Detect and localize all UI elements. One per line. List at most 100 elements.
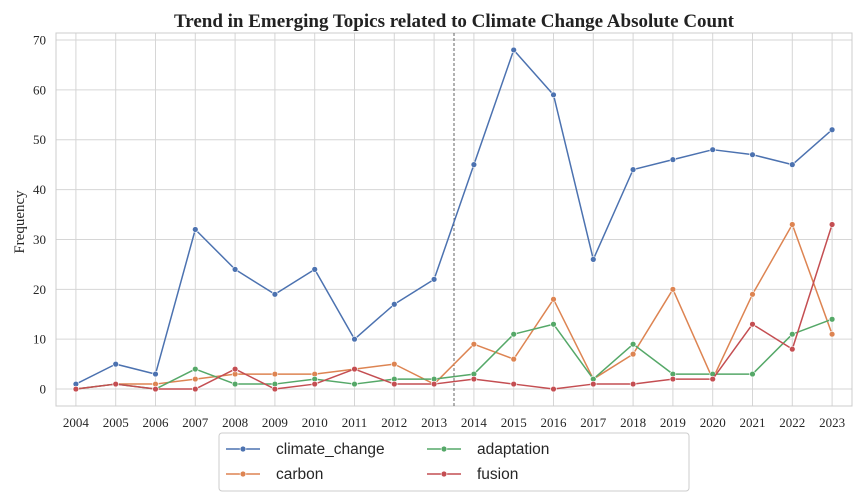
data-point-fusion: [271, 385, 279, 393]
data-point-fusion: [391, 380, 398, 388]
chart-title: Trend in Emerging Topics related to Clim…: [174, 11, 735, 32]
y-tick-label: 20: [33, 282, 46, 297]
data-point-climate_change: [629, 166, 637, 173]
series-fusion: [72, 221, 836, 393]
series-line-carbon: [75, 223, 833, 390]
x-tick-label: 2019: [660, 415, 686, 430]
data-point-carbon: [629, 350, 637, 358]
y-tick-label: 40: [33, 182, 46, 197]
series-adaptation: [72, 316, 836, 393]
x-tick-label: 2017: [580, 415, 607, 430]
y-tick-label: 0: [40, 382, 47, 397]
data-point-fusion: [669, 375, 677, 383]
legend-marker-swatch: [440, 445, 448, 453]
y-axis-label: Frequency: [12, 190, 28, 254]
x-tick-label: 2005: [103, 415, 129, 430]
x-tick-label: 2009: [262, 415, 288, 430]
data-point-fusion: [709, 375, 716, 383]
data-point-fusion: [510, 380, 517, 388]
data-point-climate_change: [351, 335, 358, 343]
data-point-carbon: [749, 291, 756, 298]
data-point-carbon: [470, 340, 478, 348]
data-point-carbon: [510, 355, 517, 363]
data-point-fusion: [590, 380, 597, 388]
data-point-adaptation: [510, 330, 517, 338]
data-point-adaptation: [749, 370, 756, 378]
data-point-adaptation: [192, 365, 199, 373]
data-point-carbon: [828, 330, 836, 338]
data-point-climate_change: [709, 146, 716, 153]
data-point-climate_change: [749, 151, 756, 158]
x-tick-label: 2006: [143, 415, 170, 430]
data-point-climate_change: [192, 226, 199, 233]
data-point-climate_change: [510, 46, 517, 54]
x-tick-label: 2014: [461, 415, 488, 430]
data-point-climate_change: [391, 301, 398, 308]
data-point-adaptation: [550, 321, 557, 328]
series-climate_change: [72, 46, 836, 388]
x-axis-ticks: 2004 2005 2006 2007 2008 2009 2010 2011 2012 2013…: [63, 415, 845, 430]
data-point-adaptation: [789, 330, 796, 338]
legend-box: [218, 432, 690, 492]
x-tick-label: 2021: [740, 415, 766, 430]
data-point-fusion: [749, 321, 756, 328]
data-point-climate_change: [271, 291, 279, 298]
data-point-fusion: [789, 345, 796, 353]
x-tick-label: 2020: [700, 415, 726, 430]
legend-label: fusion: [477, 466, 518, 483]
legend-item-climate_change: climate_change: [226, 441, 385, 458]
data-point-climate_change: [430, 276, 438, 283]
data-point-carbon: [669, 286, 677, 293]
data-point-fusion: [152, 385, 159, 393]
y-tick-label: 50: [33, 132, 46, 147]
x-tick-label: 2023: [819, 415, 845, 430]
data-point-climate_change: [470, 161, 478, 168]
data-point-climate_change: [669, 156, 677, 163]
series-layer: [72, 46, 836, 393]
x-tick-label: 2010: [302, 415, 328, 430]
data-point-adaptation: [629, 340, 637, 348]
data-point-fusion: [231, 365, 239, 373]
data-point-climate_change: [311, 266, 318, 273]
data-point-adaptation: [828, 316, 836, 323]
data-point-fusion: [828, 221, 836, 228]
legend-item-adaptation: adaptation: [427, 441, 549, 458]
data-point-fusion: [470, 375, 478, 383]
x-tick-label: 2008: [222, 415, 248, 430]
data-point-climate_change: [112, 360, 119, 368]
data-point-adaptation: [351, 380, 358, 388]
data-point-carbon: [550, 296, 557, 303]
series-line-adaptation: [75, 318, 833, 390]
data-point-carbon: [789, 221, 796, 228]
data-point-fusion: [351, 365, 358, 373]
data-point-climate_change: [550, 91, 557, 99]
data-point-fusion: [311, 380, 318, 388]
x-tick-label: 2012: [381, 415, 407, 430]
legend-label: adaptation: [477, 441, 549, 458]
legend-marker-swatch: [239, 470, 247, 478]
data-point-adaptation: [231, 380, 239, 388]
data-point-fusion: [112, 380, 119, 388]
y-tick-label: 30: [33, 232, 46, 247]
legend-label: climate_change: [276, 441, 385, 458]
data-point-climate_change: [231, 266, 239, 273]
legend-item-carbon: carbon: [226, 466, 323, 483]
x-tick-label: 2015: [501, 415, 527, 430]
data-point-carbon: [391, 360, 398, 368]
legend-item-fusion: fusion: [427, 466, 518, 483]
x-tick-label: 2016: [541, 415, 568, 430]
x-tick-label: 2013: [421, 415, 447, 430]
legend-label: carbon: [276, 466, 323, 483]
x-tick-label: 2007: [182, 415, 209, 430]
y-tick-label: 10: [33, 332, 46, 347]
y-axis-ticks: 0 10 20 30 40 50 60 70: [33, 32, 46, 396]
data-point-climate_change: [789, 161, 796, 168]
x-tick-label: 2022: [779, 415, 805, 430]
series-line-fusion: [75, 224, 833, 390]
data-point-fusion: [550, 385, 557, 393]
data-point-climate_change: [828, 126, 836, 133]
x-tick-label: 2018: [620, 415, 646, 430]
